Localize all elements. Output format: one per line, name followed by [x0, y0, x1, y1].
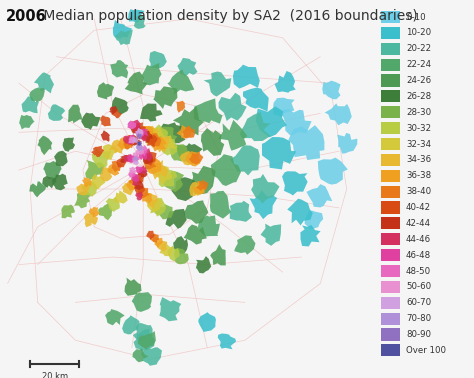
Text: 70-80: 70-80	[406, 314, 431, 323]
Bar	[381, 138, 400, 150]
Text: 60-70: 60-70	[406, 298, 431, 307]
Bar	[381, 281, 400, 293]
Text: 10-20: 10-20	[406, 28, 431, 37]
Bar	[381, 297, 400, 309]
Text: 34-36: 34-36	[406, 155, 431, 164]
Bar	[381, 186, 400, 198]
Bar	[381, 313, 400, 325]
Text: 30-32: 30-32	[406, 124, 431, 133]
Bar	[381, 90, 400, 102]
Text: 2006: 2006	[6, 9, 46, 25]
Bar	[381, 154, 400, 166]
Text: 26-28: 26-28	[406, 92, 431, 101]
Bar	[381, 74, 400, 87]
Bar	[381, 328, 400, 341]
Bar	[381, 170, 400, 182]
Text: 50-60: 50-60	[406, 282, 431, 291]
Bar	[381, 106, 400, 118]
Text: 42-44: 42-44	[406, 219, 431, 228]
Bar	[381, 217, 400, 229]
Bar	[381, 122, 400, 134]
Bar	[381, 344, 400, 356]
Text: Over 100: Over 100	[406, 346, 446, 355]
Text: 0-10: 0-10	[406, 12, 426, 22]
Text: 20 km: 20 km	[42, 372, 68, 378]
Text: 22-24: 22-24	[406, 60, 431, 69]
Bar	[381, 11, 400, 23]
Bar	[381, 43, 400, 55]
Bar	[381, 59, 400, 71]
Bar	[381, 201, 400, 214]
Text: 80-90: 80-90	[406, 330, 431, 339]
Bar	[381, 233, 400, 245]
Bar	[381, 265, 400, 277]
Text: 44-46: 44-46	[406, 235, 431, 244]
Text: 20-22: 20-22	[406, 44, 431, 53]
Text: Median population density by SA2  (2016 boundaries): Median population density by SA2 (2016 b…	[39, 9, 418, 23]
Bar	[381, 249, 400, 261]
Text: 48-50: 48-50	[406, 266, 431, 276]
Text: 46-48: 46-48	[406, 251, 431, 260]
Text: 28-30: 28-30	[406, 108, 431, 117]
Text: 38-40: 38-40	[406, 187, 431, 196]
Text: 40-42: 40-42	[406, 203, 431, 212]
Text: 24-26: 24-26	[406, 76, 431, 85]
Bar	[381, 27, 400, 39]
Text: 32-34: 32-34	[406, 139, 431, 149]
Text: 36-38: 36-38	[406, 171, 431, 180]
